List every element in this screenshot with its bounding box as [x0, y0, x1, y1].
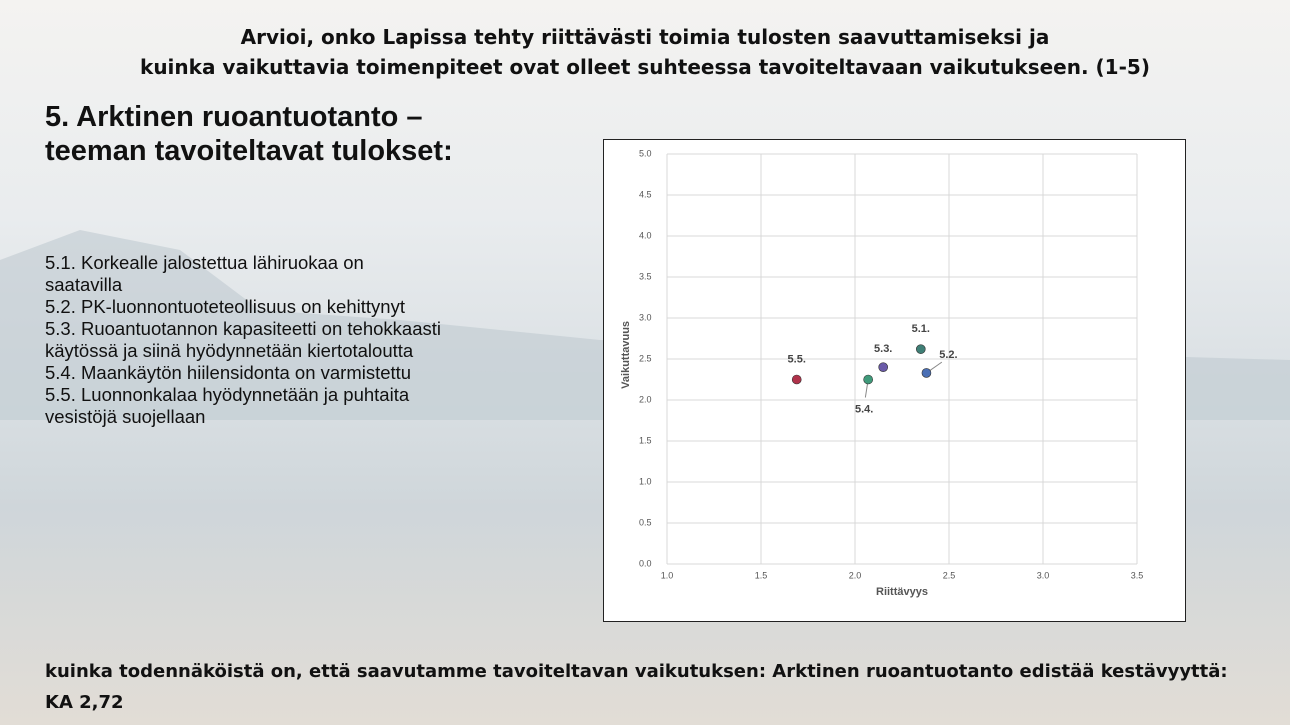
- point: [921, 368, 932, 378]
- list-item: 5.5. Luonnonkalaa hyödynnetään ja puhtai…: [45, 384, 410, 427]
- x-axis-label: Riittävyys: [876, 586, 928, 598]
- y-tick-label: 1.5: [639, 435, 652, 445]
- x-tick-label: 1.5: [755, 570, 768, 580]
- list-item: 5.1. Korkealle jalostettua lähiruokaa on…: [45, 252, 364, 295]
- list-item: 5.3. Ruoantuotannon kapasiteetti on teho…: [45, 318, 441, 361]
- point: [915, 344, 926, 354]
- x-tick-label: 3.5: [1131, 570, 1144, 580]
- y-tick-label: 1.0: [639, 476, 652, 486]
- point-label: 5.5.: [788, 353, 806, 365]
- y-axis-label: Vaikuttavuus: [620, 321, 632, 389]
- point-label: 5.3.: [874, 343, 892, 355]
- x-tick-label: 1.0: [661, 570, 674, 580]
- y-tick-label: 2.0: [639, 394, 652, 404]
- x-tick-label: 2.0: [849, 570, 862, 580]
- point-label: 5.2.: [939, 349, 957, 361]
- y-tick-label: 5.0: [639, 148, 652, 158]
- list-item: 5.2. PK-luonnontuoteteollisuus on kehitt…: [45, 296, 405, 317]
- y-tick-label: 4.5: [639, 189, 652, 199]
- y-tick-label: 4.0: [639, 230, 652, 240]
- y-tick-label: 2.5: [639, 353, 652, 363]
- chart: 0.0 0.5 1.0 1.5 2.0 2.5 3.0 3.5 4.0 4.5 5.0 1.0 1.5 2…: [603, 139, 1186, 622]
- point: [863, 374, 873, 385]
- point: [791, 374, 802, 385]
- title-line: kuinka vaikuttavia toimenpiteet ovat oll…: [140, 55, 1150, 79]
- x-tick-label: 3.0: [1037, 570, 1050, 580]
- list-item: 5.4. Maankäytön hiilensidonta on varmist…: [45, 362, 412, 383]
- point-label: 5.4.: [855, 403, 873, 415]
- title-line: Arvioi, onko Lapissa tehty riittävästi t…: [240, 25, 1050, 49]
- slide-title: Arvioi, onko Lapissa tehty riittävästi t…: [0, 22, 1290, 82]
- x-tick-label: 2.5: [943, 570, 956, 580]
- footer: kuinka todennäköistä on, että saavutamme…: [45, 661, 1228, 713]
- item-list: 5.1. Korkealle jalostettua lähiruokaa on…: [45, 252, 445, 428]
- y-tick-label: 3.0: [639, 312, 652, 322]
- point-label: 5.1.: [912, 323, 930, 335]
- y-tick-label: 3.5: [639, 271, 652, 281]
- y-tick-label: 0.0: [639, 558, 652, 568]
- y-tick-label: 0.5: [639, 517, 652, 527]
- heading: 5. Arktinen ruoantuotanto –teeman tavoit…: [45, 101, 453, 167]
- point: [878, 362, 889, 372]
